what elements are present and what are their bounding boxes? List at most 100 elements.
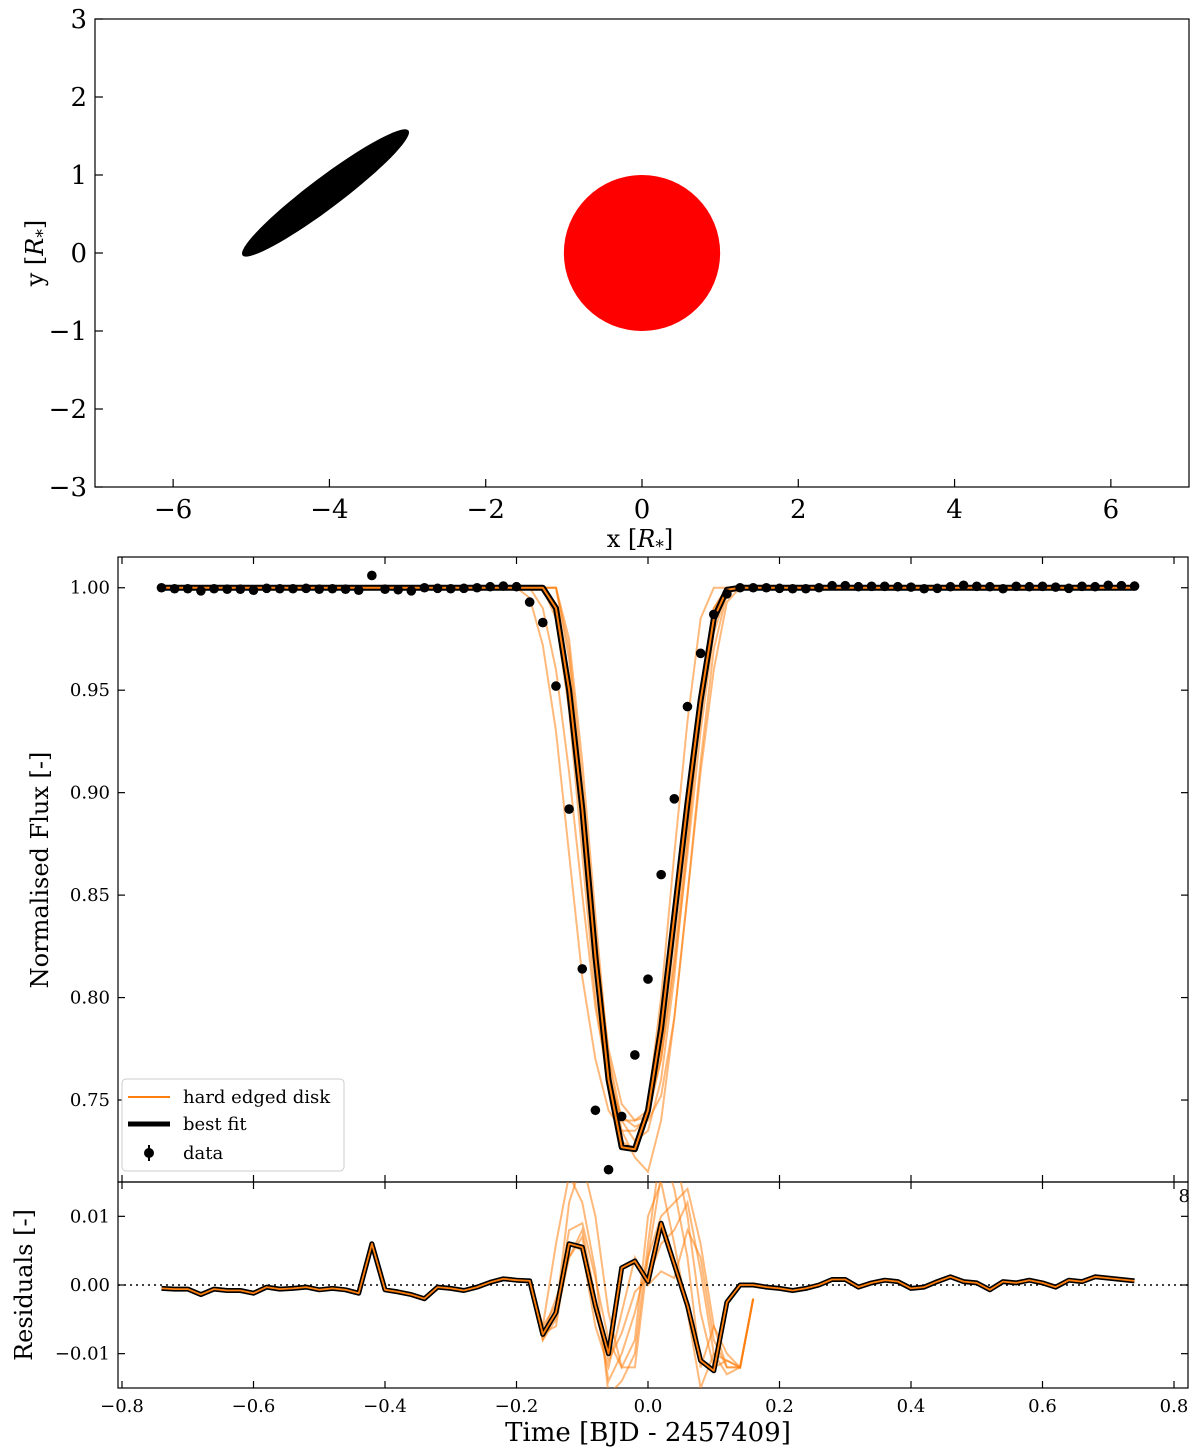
flux-y-tick-label: 0.80: [70, 988, 110, 1009]
data-point: [432, 583, 443, 594]
data-point: [498, 581, 509, 591]
residuals-panel: −0.01 0.00 0.01 −0.8 −0.6 −0.4 −0.2 0.0 0.2 0.4 0…: [10, 1181, 1189, 1448]
stray-tick-label: 8: [1179, 1186, 1190, 1207]
data-point: [801, 583, 811, 594]
legend-box: [121, 1078, 345, 1172]
flux-x-ticks: [121, 557, 1175, 1182]
data-point: [932, 583, 943, 594]
data-point: [538, 617, 548, 628]
data-point: [551, 681, 561, 691]
data-point: [1024, 581, 1035, 592]
sky-y-tick-label: −2: [49, 395, 87, 425]
data-point: [156, 582, 167, 593]
data-point: [761, 582, 772, 593]
sky-y-axis-label-prefix: y [: [21, 256, 49, 288]
data-point: [814, 582, 824, 593]
residual-x-ticks: −0.8 −0.6 −0.4 −0.2 0.0 0.2 0.4 0.6 0.8: [100, 1182, 1188, 1417]
data-point: [472, 582, 482, 593]
flux-y-tick-label: 1.00: [70, 578, 110, 599]
time-x-tick-label: −0.2: [495, 1396, 539, 1417]
residual-y-axis-label: Residuals [-]: [10, 1209, 38, 1361]
flux-y-tick-label: 0.95: [70, 680, 110, 701]
sky-x-axis-label-symbol: R: [636, 525, 655, 553]
best-fit-curve: [161, 584, 1135, 1153]
data-point: [367, 570, 377, 581]
data-point: [695, 648, 706, 659]
data-point: [971, 581, 982, 592]
residual-y-tick-label: 0.00: [70, 1275, 110, 1296]
legend-label-best-fit: best fit: [183, 1114, 247, 1135]
residual-best-fit-curve: [161, 1220, 1135, 1374]
data-point: [301, 583, 311, 594]
time-x-tick-label: −0.6: [232, 1396, 276, 1417]
legend-label-data: data: [183, 1143, 223, 1164]
flux-y-axis-label: Normalised Flux [-]: [26, 752, 54, 989]
data-point: [1103, 580, 1114, 591]
sky-y-tick-label: 3: [70, 5, 87, 35]
data-point: [485, 581, 496, 592]
data-point: [682, 701, 693, 712]
data-point: [235, 584, 246, 594]
sky-x-tick-label: 4: [946, 495, 963, 525]
data-point: [827, 580, 837, 591]
data-point: [524, 597, 535, 607]
data-point: [722, 589, 732, 599]
data-point: [1064, 583, 1074, 594]
sky-x-tick-label: −6: [154, 495, 192, 525]
data-point: [353, 585, 364, 595]
time-x-tick-label: 0.6: [1028, 1396, 1057, 1417]
data-point: [1090, 581, 1100, 592]
sky-x-tick-label: 6: [1103, 495, 1120, 525]
sky-y-tick-label: 2: [70, 83, 87, 113]
data-point: [314, 584, 325, 594]
data-point: [459, 583, 469, 594]
data-point: [774, 583, 785, 594]
sky-x-axis-label: x [R*]: [607, 525, 673, 557]
data-point: [1129, 581, 1140, 591]
data-point: [643, 974, 653, 984]
legend-data-point-swatch: [144, 1148, 154, 1158]
disk-ellipse: [242, 129, 409, 257]
time-x-tick-label: −0.4: [363, 1396, 407, 1417]
data-point: [380, 584, 390, 594]
data-point: [919, 583, 929, 594]
sky-x-axis-label-prefix: x [: [607, 525, 638, 553]
data-point: [169, 583, 180, 594]
residual-y-tick-label: −0.01: [55, 1344, 110, 1365]
data-point: [1037, 581, 1048, 592]
residual-line: [161, 1222, 1135, 1372]
flux-y-ticks: 0.75 0.80 0.85 0.90 0.95 1.00: [70, 578, 1188, 1111]
data-point: [275, 583, 285, 594]
data-point: [906, 582, 916, 592]
sky-x-tick-label: −4: [310, 495, 348, 525]
best-fit-line: [161, 586, 1135, 1151]
data-point: [248, 585, 259, 595]
data-point: [708, 609, 719, 620]
time-x-axis-label: Time [BJD - 2457409]: [505, 1418, 791, 1448]
sky-y-tick-label: 1: [70, 161, 87, 191]
data-point: [182, 583, 193, 594]
data-point: [564, 804, 574, 814]
data-point: [630, 1050, 640, 1060]
sky-y-tick-label: −1: [49, 317, 87, 347]
flux-y-tick-label: 0.85: [70, 885, 110, 906]
data-point: [616, 1111, 627, 1122]
data-point: [603, 1164, 614, 1175]
data-points: [156, 570, 1140, 1175]
data-point: [209, 583, 219, 594]
time-x-tick-label: 0.2: [765, 1396, 794, 1417]
data-point: [735, 582, 745, 593]
data-point: [196, 586, 206, 596]
legend-label-hard-edged-disk: hard edged disk: [183, 1087, 331, 1108]
data-point: [748, 582, 758, 593]
sky-shapes: [242, 129, 721, 331]
data-point: [327, 583, 338, 594]
data-point: [261, 583, 272, 594]
data-point: [222, 584, 232, 594]
sky-y-tick-label: 0: [70, 239, 87, 269]
flux-y-tick-label: 0.90: [70, 783, 110, 804]
data-point: [590, 1105, 601, 1116]
data-point: [787, 583, 798, 594]
data-point: [840, 580, 851, 591]
light-curve-panel: 0.75 0.80 0.85 0.90 0.95 1.00 Normalised Flux…: [26, 556, 1190, 1207]
